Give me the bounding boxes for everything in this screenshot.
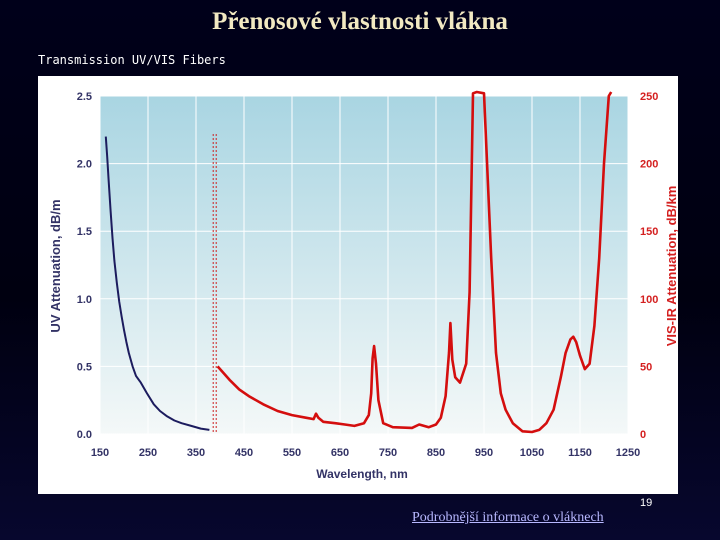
y-axis-right-title: VIS-IR Attenuation, dB/km: [664, 186, 678, 347]
x-tick-label: 750: [379, 447, 397, 459]
y-left-tick-label: 1.0: [77, 294, 92, 306]
y-right-tick-label: 50: [640, 361, 652, 373]
x-tick-label: 650: [331, 447, 349, 459]
visir-series-line: [216, 90, 613, 434]
x-tick-label: 150: [91, 447, 109, 459]
y-right-tick-label: 0: [640, 429, 646, 441]
page-number: 19: [640, 497, 653, 509]
y-left-tick-label: 0.0: [77, 429, 92, 441]
x-tick-label: 950: [475, 447, 493, 459]
x-tick-label: 250: [139, 447, 157, 459]
x-tick-label: 350: [187, 447, 205, 459]
x-tick-label: 1150: [568, 447, 592, 459]
y-left-tick-label: 2.5: [77, 91, 92, 103]
y-right-tick-label: 100: [640, 294, 658, 306]
plot-area: [100, 96, 628, 434]
x-tick-label: 1050: [520, 447, 544, 459]
x-tick-label: 850: [427, 447, 445, 459]
x-tick-label: 450: [235, 447, 253, 459]
slide-title: Přenosové vlastnosti vlákna: [212, 8, 508, 35]
slide-subtitle: Transmission UV/VIS Fibers: [38, 53, 226, 67]
chart-card: 150 250 350 450 550 650 750 850 950 1050 1150 1250 0…: [38, 76, 678, 494]
y-right-tick-label: 250: [640, 91, 658, 103]
y-right-tick-label: 200: [640, 159, 658, 171]
attenuation-chart: 150 250 350 450 550 650 750 850 950 1050 1150 12500…: [48, 90, 678, 481]
more-info-link[interactable]: Podrobnější informace o vláknech: [412, 510, 604, 525]
x-tick-label: 550: [283, 447, 301, 459]
y-left-tick-label: 1.5: [77, 226, 92, 238]
y-left-tick-label: 0.5: [77, 361, 92, 373]
x-axis-title: Wavelength, nm: [316, 467, 408, 481]
uv-series-line: [104, 136, 210, 431]
y-axis-left-title: UV Attenuation, dB/m: [48, 199, 63, 332]
x-tick-label: 1250: [616, 447, 640, 459]
y-left-tick-label: 2.0: [77, 159, 92, 171]
y-right-tick-label: 150: [640, 226, 658, 238]
